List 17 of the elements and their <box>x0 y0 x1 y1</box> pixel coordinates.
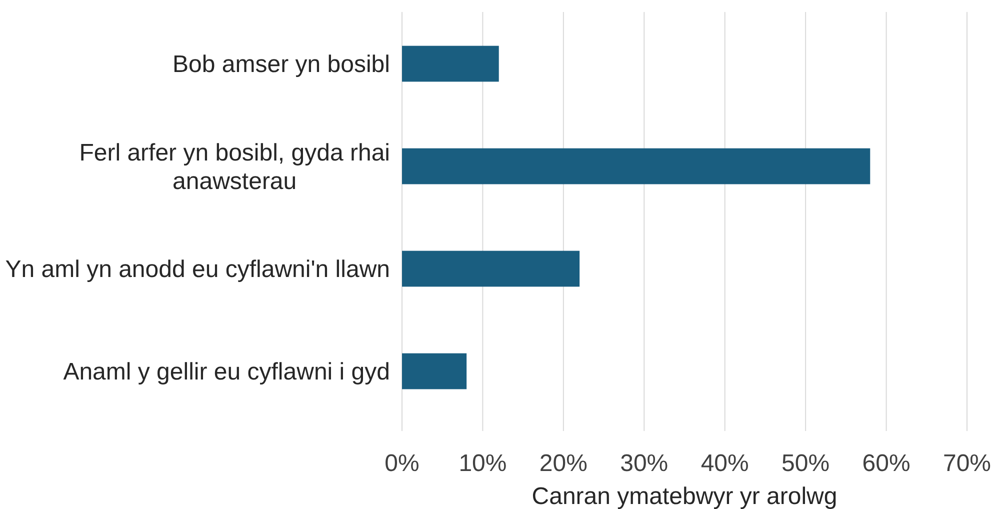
x-tick-label: 20% <box>539 450 588 477</box>
bar <box>402 46 499 82</box>
x-axis-title: Canran ymatebwyr yr arolwg <box>532 483 838 509</box>
bar <box>402 148 870 184</box>
y-tick-label: Ferl arfer yn bosibl, gyda rhai anawsterau <box>79 139 390 196</box>
x-tick-label: 50% <box>782 450 830 477</box>
bar <box>402 353 467 390</box>
x-tick-label: 0% <box>384 450 420 477</box>
x-tick-label: 60% <box>862 450 910 477</box>
x-tick-label: 40% <box>700 450 749 477</box>
y-tick-label: Yn aml yn anodd eu cyflawni'n llawn <box>5 256 390 284</box>
y-tick-label: Anaml y gellir eu cyflawni i gyd <box>63 358 390 386</box>
x-tick-label: 10% <box>458 450 507 477</box>
x-tick-label: 70% <box>942 450 992 477</box>
y-tick-label: Bob amser yn bosibl <box>172 51 390 78</box>
x-tick-label: 30% <box>620 450 668 477</box>
bar <box>402 250 580 287</box>
